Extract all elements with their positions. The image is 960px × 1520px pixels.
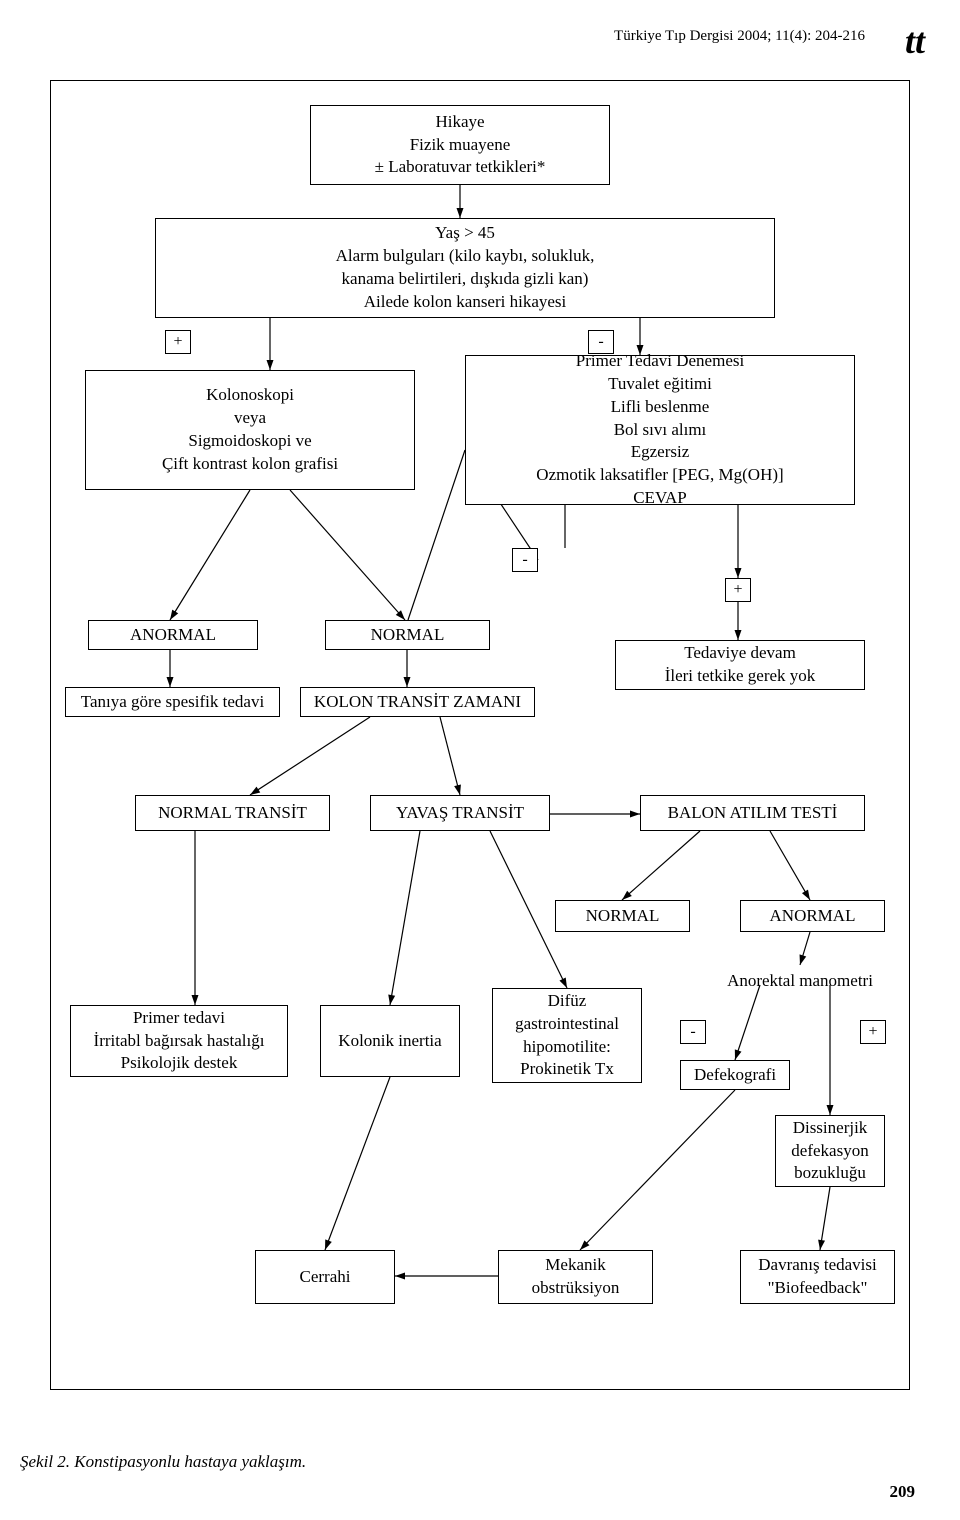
floating-f1: Anorektal manometri — [700, 970, 900, 993]
flow-node-n21: Mekanikobstrüksiyon — [498, 1250, 653, 1304]
flow-node-n7: Tanıya göre spesifik tedavi — [65, 687, 280, 717]
flow-node-n3: KolonoskopiveyaSigmoidoskopi veÇift kont… — [85, 370, 415, 490]
flow-node-n15: Primer tedaviİrritabl bağırsak hastalığı… — [70, 1005, 288, 1077]
flow-node-n6: NORMAL — [325, 620, 490, 650]
node-line: Davranış tedavisi — [758, 1254, 877, 1277]
node-line: CEVAP — [633, 487, 687, 510]
node-line: Bol sıvı alımı — [614, 419, 707, 442]
node-line: Sigmoidoskopi ve — [188, 430, 311, 453]
figure-caption: Şekil 2. Konstipasyonlu hastaya yaklaşım… — [20, 1452, 306, 1472]
node-line: Psikolojik destek — [121, 1052, 238, 1075]
node-line: Fizik muayene — [410, 134, 511, 157]
page-number: 209 — [890, 1482, 916, 1502]
node-line: obstrüksiyon — [532, 1277, 620, 1300]
node-line: Hikaye — [435, 111, 484, 134]
node-line: hipomotilite: — [523, 1036, 611, 1059]
flow-node-n18: Defekografi — [680, 1060, 790, 1090]
flow-node-n2: Yaş > 45Alarm bulguları (kilo kaybı, sol… — [155, 218, 775, 318]
flow-node-n19: Dissinerjikdefekasyonbozukluğu — [775, 1115, 885, 1187]
node-line: defekasyon — [791, 1140, 868, 1163]
sign-s_minus2: - — [512, 548, 538, 572]
node-line: Lifli beslenme — [611, 396, 710, 419]
node-line: Çift kontrast kolon grafisi — [162, 453, 338, 476]
flow-node-n17: Difüzgastrointestinalhipomotilite:Prokin… — [492, 988, 642, 1083]
node-line: Mekanik — [545, 1254, 605, 1277]
node-line: gastrointestinal — [515, 1013, 619, 1036]
node-line: Ailede kolon kanseri hikayesi — [364, 291, 567, 314]
flow-node-n9: Tedaviye devamİleri tetkike gerek yok — [615, 640, 865, 690]
sign-s_plus1: + — [165, 330, 191, 354]
node-line: Egzersiz — [631, 441, 690, 464]
node-line: kanama belirtileri, dışkıda gizli kan) — [342, 268, 589, 291]
journal-logo: tt — [905, 20, 925, 62]
node-line: İleri tetkike gerek yok — [665, 665, 816, 688]
sign-s_minus1: - — [588, 330, 614, 354]
sign-s_plus3: + — [860, 1020, 886, 1044]
node-line: Primer tedavi — [133, 1007, 225, 1030]
node-line: ± Laboratuvar tetkikleri* — [375, 156, 546, 179]
node-line: Prokinetik Tx — [520, 1058, 614, 1081]
node-line: veya — [234, 407, 266, 430]
sign-s_plus2: + — [725, 578, 751, 602]
flow-node-n5: ANORMAL — [88, 620, 258, 650]
node-line: Alarm bulguları (kilo kaybı, solukluk, — [336, 245, 595, 268]
node-line: "Biofeedback" — [768, 1277, 868, 1300]
node-line: İrritabl bağırsak hastalığı — [94, 1030, 265, 1053]
node-line: Difüz — [548, 990, 587, 1013]
flow-node-n4: Primer Tedavi DenemesiTuvalet eğitimiLif… — [465, 355, 855, 505]
flow-node-n20: Cerrahi — [255, 1250, 395, 1304]
flow-node-n8: KOLON TRANSİT ZAMANI — [300, 687, 535, 717]
flow-node-n1: HikayeFizik muayene± Laboratuvar tetkikl… — [310, 105, 610, 185]
flow-node-n22: Davranış tedavisi"Biofeedback" — [740, 1250, 895, 1304]
flow-node-n11: YAVAŞ TRANSİT — [370, 795, 550, 831]
flow-node-n13: NORMAL — [555, 900, 690, 932]
node-line: Kolonoskopi — [206, 384, 294, 407]
flow-node-n10: NORMAL TRANSİT — [135, 795, 330, 831]
sign-s_minus3: - — [680, 1020, 706, 1044]
journal-header: Türkiye Tıp Dergisi 2004; 11(4): 204-216 — [614, 28, 865, 45]
flow-node-n12: BALON ATILIM TESTİ — [640, 795, 865, 831]
flow-node-n14: ANORMAL — [740, 900, 885, 932]
flow-node-n16: Kolonik inertia — [320, 1005, 460, 1077]
node-line: Dissinerjik — [793, 1117, 868, 1140]
node-line: Tuvalet eğitimi — [608, 373, 712, 396]
node-line: Yaş > 45 — [435, 222, 495, 245]
node-line: bozukluğu — [794, 1162, 866, 1185]
node-line: Tedaviye devam — [684, 642, 796, 665]
node-line: Ozmotik laksatifler [PEG, Mg(OH)] — [536, 464, 783, 487]
